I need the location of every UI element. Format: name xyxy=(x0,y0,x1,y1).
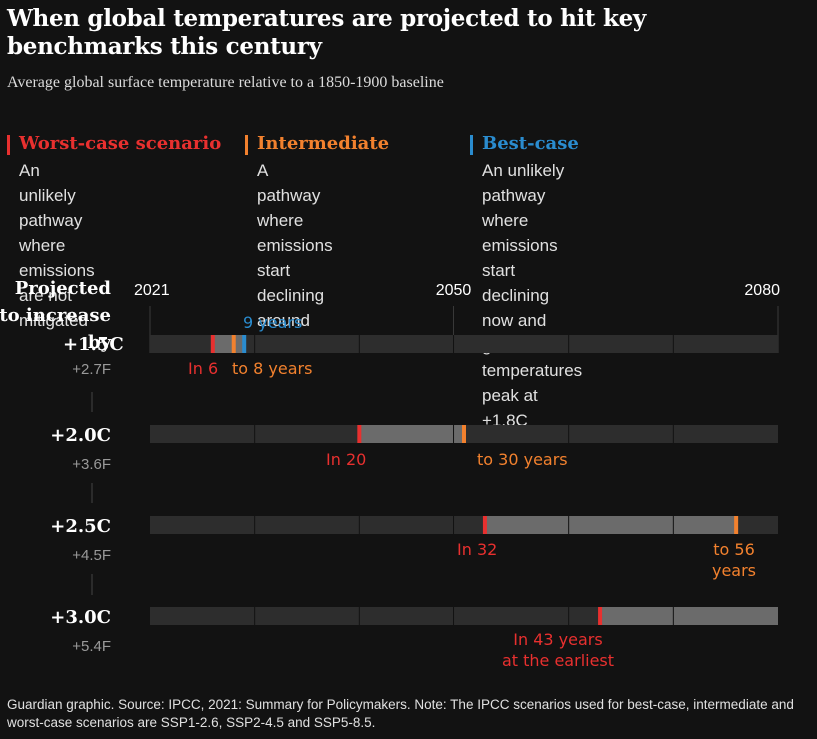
annotation-row2-0: In 32 xyxy=(457,540,497,559)
legend-best-title: Best-case xyxy=(482,133,579,154)
row-label-celsius-3: +3.0C xyxy=(50,607,111,628)
row-label-celsius-0: +1.5C xyxy=(63,334,124,355)
marker-intermediate-1 xyxy=(462,425,466,443)
legend-worst-title: Worst-case scenario xyxy=(19,133,222,154)
row-range-0 xyxy=(212,335,245,353)
row-label-celsius-2: +2.5C xyxy=(50,516,111,537)
row-label-fahrenheit-2: +4.5F xyxy=(72,547,111,564)
marker-worst-2 xyxy=(482,516,487,534)
legend-intermediate-swatch xyxy=(245,135,248,155)
annotation-row1-0: In 20 xyxy=(326,450,366,469)
row-range-2 xyxy=(484,516,737,534)
row-label-fahrenheit-1: +3.6F xyxy=(72,456,111,473)
annotation-row2-1: to 56 years xyxy=(712,540,756,580)
annotation-row0-2: 9 years xyxy=(243,313,302,332)
row-range-1 xyxy=(359,425,464,443)
source-footnote: Guardian graphic. Source: IPCC, 2021: Su… xyxy=(7,697,794,730)
annotation-row0-1: to 8 years xyxy=(232,359,312,378)
legend-worst-swatch xyxy=(7,135,10,155)
marker-best-0 xyxy=(242,335,247,353)
x-tick-label-2080: 2080 xyxy=(744,282,780,299)
marker-worst-0 xyxy=(210,335,215,353)
row-label-fahrenheit-3: +5.4F xyxy=(72,638,111,655)
marker-intermediate-2 xyxy=(734,516,739,534)
legend-best-swatch xyxy=(470,135,473,155)
x-tick-label-2050: 2050 xyxy=(436,282,472,299)
row-header-label: Projected to increase by xyxy=(0,278,112,353)
annotation-row0-0: In 6 xyxy=(188,359,218,378)
legend-worst-description: An unlikely pathway where emissions are … xyxy=(19,161,95,330)
range-bar-chart: 2021 2050 2080 Projected to increase by+1.5C +… xyxy=(0,278,780,670)
annotation-row3-0: In 43 years at the earliest xyxy=(502,630,614,670)
row-label-fahrenheit-0: +2.7F xyxy=(72,361,111,378)
marker-worst-3 xyxy=(598,607,603,625)
annotation-row1-1: to 30 years xyxy=(477,450,568,469)
row-range-3 xyxy=(600,607,778,625)
chart-subtitle: Average global surface temperature relat… xyxy=(7,74,444,91)
row-track-0 xyxy=(150,335,778,353)
legend-intermediate-title: Intermediate xyxy=(257,133,390,154)
marker-intermediate-0 xyxy=(231,335,236,353)
chart-title: When global temperatures are projected t… xyxy=(7,5,646,60)
marker-worst-1 xyxy=(357,425,362,443)
x-tick-label-2021: 2021 xyxy=(134,282,170,299)
row-label-celsius-1: +2.0C xyxy=(50,425,111,446)
